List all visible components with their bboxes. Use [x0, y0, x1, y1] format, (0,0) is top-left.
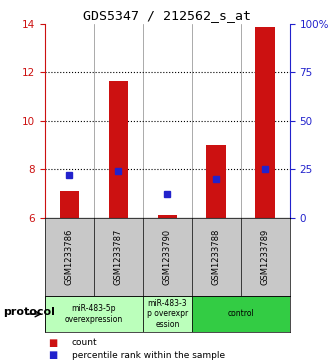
Text: GSM1233786: GSM1233786: [65, 229, 74, 285]
Title: GDS5347 / 212562_s_at: GDS5347 / 212562_s_at: [83, 9, 251, 23]
Bar: [45, 296, 143, 332]
Text: percentile rank within the sample: percentile rank within the sample: [72, 351, 225, 360]
Text: miR-483-3
p overexpr
ession: miR-483-3 p overexpr ession: [147, 299, 188, 329]
Bar: [255, 27, 275, 218]
Text: GSM1233790: GSM1233790: [163, 229, 172, 285]
Bar: [109, 81, 128, 218]
Bar: [60, 191, 79, 218]
Text: ■: ■: [48, 338, 58, 348]
Text: GSM1233789: GSM1233789: [261, 229, 270, 285]
Text: protocol: protocol: [3, 307, 55, 317]
Bar: [192, 296, 290, 332]
Bar: [206, 145, 226, 218]
Text: control: control: [227, 310, 254, 318]
Text: ■: ■: [48, 350, 58, 360]
Text: GSM1233787: GSM1233787: [114, 229, 123, 285]
Text: count: count: [72, 338, 97, 347]
Text: miR-483-5p
overexpression: miR-483-5p overexpression: [65, 304, 123, 324]
Bar: [143, 296, 192, 332]
Bar: [158, 215, 177, 218]
Text: GSM1233788: GSM1233788: [212, 229, 221, 285]
